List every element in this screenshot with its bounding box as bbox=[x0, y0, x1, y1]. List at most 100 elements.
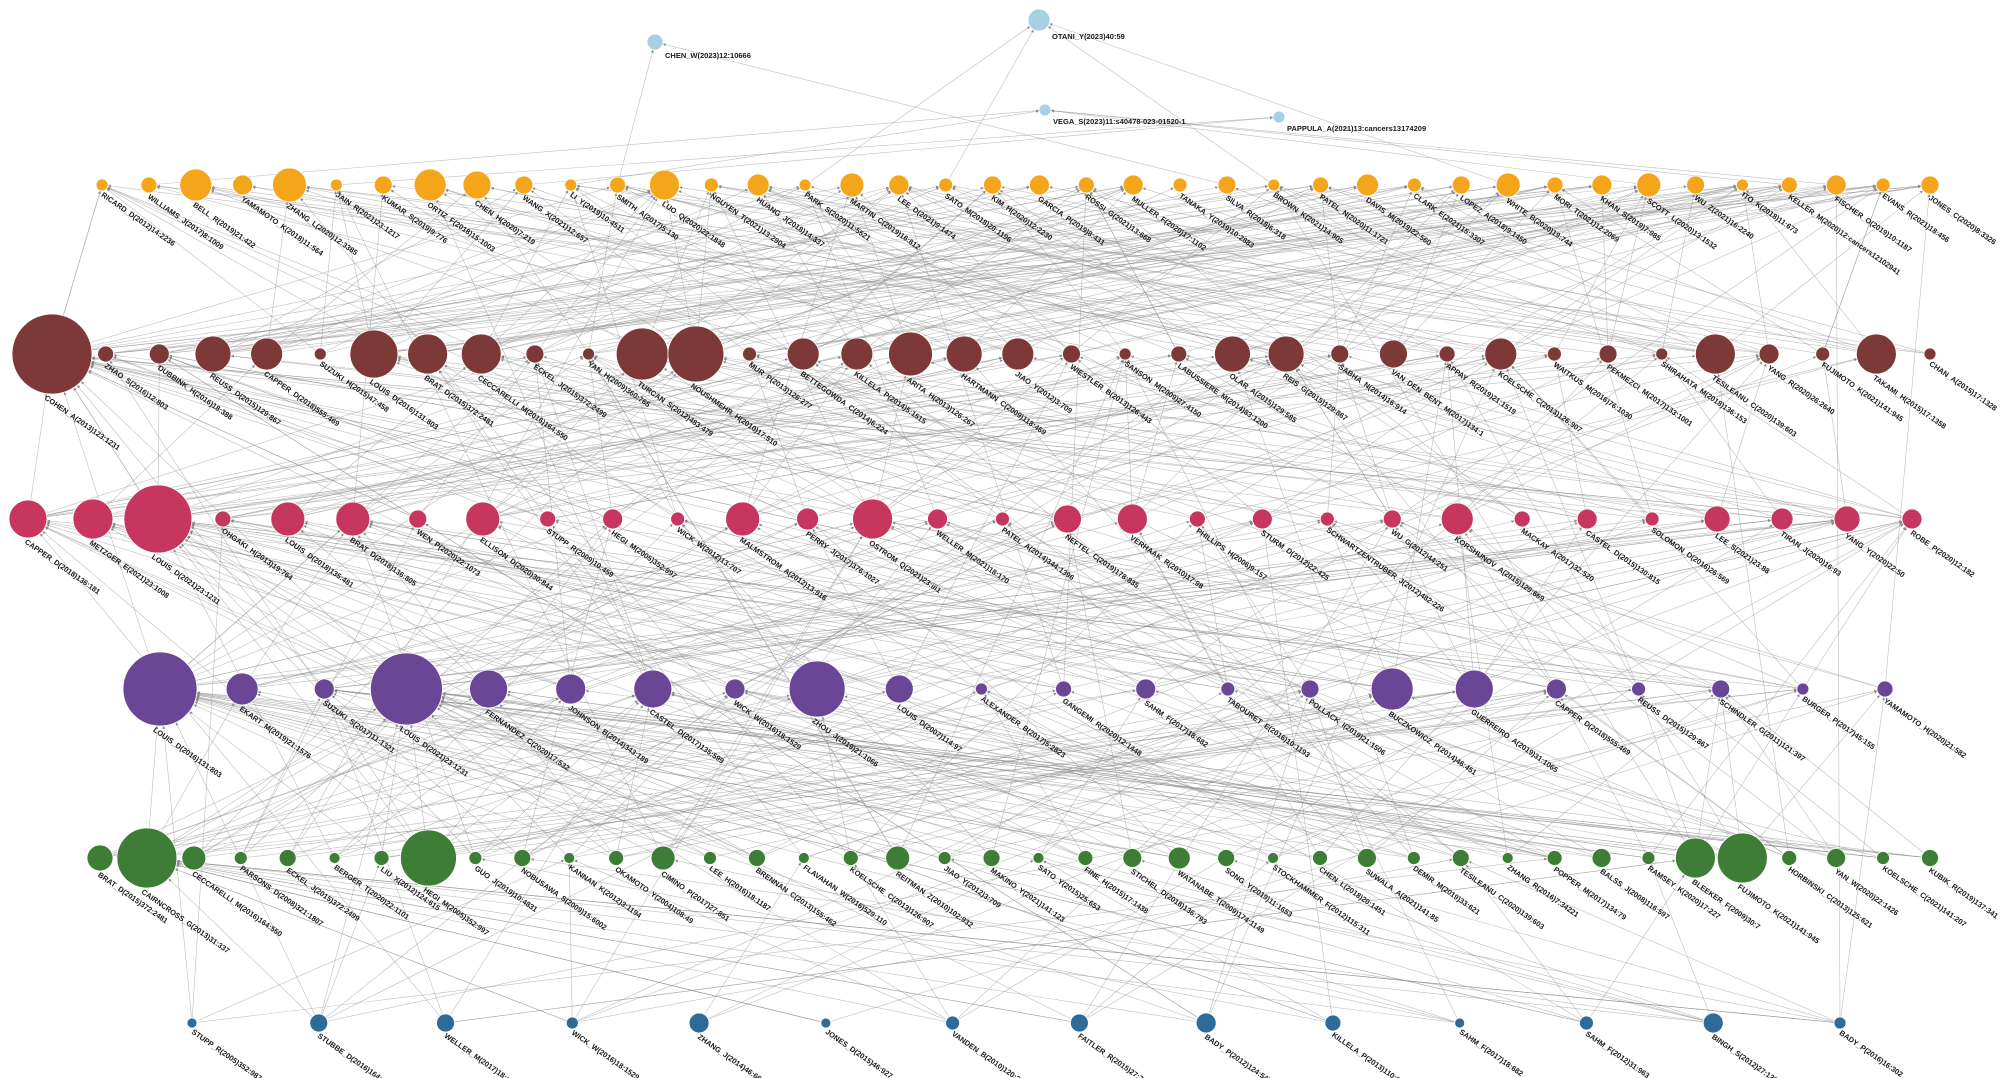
paper-node bbox=[1170, 345, 1188, 363]
citation-edge bbox=[406, 519, 1321, 690]
paper-label: CAPPER_D(2018)555:469 bbox=[1553, 698, 1632, 757]
paper-node bbox=[1495, 172, 1521, 198]
citation-edge bbox=[436, 199, 654, 690]
citation-edge bbox=[1469, 528, 1884, 859]
paper-node bbox=[1188, 510, 1206, 528]
paper-label: FLAVAHAN_W(2016)529:110 bbox=[802, 863, 889, 928]
citation-edge bbox=[173, 549, 335, 859]
citation-edge bbox=[1420, 187, 1877, 355]
citation-edge bbox=[1607, 196, 1647, 355]
citation-edge bbox=[45, 526, 407, 690]
paper-node bbox=[1655, 347, 1669, 361]
citation-edge bbox=[594, 355, 1133, 520]
citation-edge bbox=[91, 360, 1721, 690]
citation-edge bbox=[445, 704, 644, 1024]
citation-edge bbox=[439, 701, 851, 859]
citation-edge bbox=[475, 523, 1443, 859]
paper-node bbox=[97, 345, 115, 363]
paper-node bbox=[1217, 175, 1237, 195]
paper-node bbox=[465, 501, 501, 537]
citation-edge bbox=[674, 859, 1460, 1024]
citation-edge bbox=[230, 354, 1783, 520]
citation-edge bbox=[92, 360, 669, 520]
citation-edge bbox=[543, 356, 1068, 520]
citation-edge bbox=[442, 692, 1743, 859]
citation-edge bbox=[1079, 861, 1270, 1024]
paper-node bbox=[373, 850, 390, 866]
citation-edge bbox=[718, 185, 1716, 355]
paper-node bbox=[232, 174, 254, 196]
citation-edge bbox=[318, 864, 380, 1024]
paper-node bbox=[1053, 504, 1082, 534]
citation-edge bbox=[1185, 357, 1458, 520]
paper-node bbox=[1135, 678, 1157, 700]
citation-edge bbox=[1232, 186, 1877, 355]
citation-edge bbox=[523, 116, 1274, 186]
citation-edge bbox=[854, 864, 953, 1024]
paper-node bbox=[11, 313, 93, 395]
citation-edge bbox=[574, 859, 953, 1024]
citation-edge bbox=[195, 697, 1460, 1024]
citation-edge bbox=[569, 356, 1817, 859]
citation-edge bbox=[167, 359, 1207, 1024]
citation-edge bbox=[287, 718, 386, 859]
citation-edge bbox=[522, 521, 1321, 859]
citation-edge bbox=[76, 384, 325, 690]
citation-edge bbox=[1272, 523, 1904, 859]
citation-edge bbox=[950, 858, 1841, 1024]
citation-edge bbox=[530, 858, 1714, 1024]
citation-edge bbox=[756, 692, 1057, 859]
paper-node bbox=[1220, 681, 1236, 697]
paper-label: LOUIS_D(2016)131:803 bbox=[151, 725, 223, 779]
citation-edge bbox=[1331, 524, 1475, 690]
paper-label: YAMAMOTO_H(2020)21:582 bbox=[1882, 696, 1968, 760]
paper-label: BUCZKOWICZ_P(2014)46:451 bbox=[1387, 709, 1479, 777]
paper-label: WATANABE_T(2009)174:1149 bbox=[1176, 868, 1266, 935]
paper-node bbox=[742, 346, 757, 362]
citation-edge bbox=[749, 187, 1358, 355]
citation-edge bbox=[1067, 355, 1760, 520]
paper-label: STUPP_R(2005)352:987 bbox=[190, 1027, 264, 1078]
citation-edge bbox=[51, 184, 1313, 355]
paper-node bbox=[1195, 1012, 1217, 1034]
paper-node bbox=[373, 175, 393, 195]
citation-edge bbox=[534, 190, 842, 355]
citation-edge bbox=[266, 190, 651, 355]
paper-node bbox=[123, 484, 193, 554]
citation-edge bbox=[175, 722, 320, 1024]
citation-edge bbox=[1333, 520, 1886, 690]
paper-node bbox=[1591, 848, 1612, 868]
citation-edge bbox=[1071, 691, 1555, 859]
citation-edge bbox=[872, 375, 907, 520]
citation-edge bbox=[575, 187, 911, 355]
paper-node bbox=[1598, 344, 1618, 364]
citation-edge bbox=[27, 393, 48, 520]
citation-edge bbox=[146, 522, 929, 859]
citation-edge bbox=[318, 723, 398, 1024]
paper-node bbox=[1300, 679, 1320, 699]
citation-edge bbox=[336, 190, 375, 355]
paper-node bbox=[839, 172, 865, 198]
citation-edge bbox=[671, 693, 1841, 1024]
citation-edge bbox=[427, 185, 1453, 355]
paper-node bbox=[140, 176, 158, 194]
citation-edge bbox=[1665, 358, 1783, 520]
citation-edge bbox=[1007, 523, 1368, 859]
citation-edge bbox=[945, 29, 1034, 186]
citation-edge bbox=[146, 694, 635, 859]
paper-node bbox=[582, 347, 595, 361]
citation-edge bbox=[193, 527, 729, 859]
citation-edge bbox=[756, 522, 1579, 859]
citation-edge bbox=[334, 697, 791, 859]
citation-edge bbox=[1141, 859, 1714, 1024]
paper-node bbox=[688, 1012, 710, 1034]
paper-node bbox=[555, 673, 587, 705]
citation-edge bbox=[1329, 525, 1393, 690]
citation-edge bbox=[196, 692, 1414, 859]
paper-node bbox=[1122, 174, 1144, 196]
citation-edge bbox=[159, 189, 1125, 690]
citation-edge bbox=[191, 521, 1721, 690]
paper-node bbox=[1167, 846, 1191, 870]
citation-edge bbox=[1050, 109, 1790, 186]
citation-edge bbox=[176, 861, 1207, 1024]
